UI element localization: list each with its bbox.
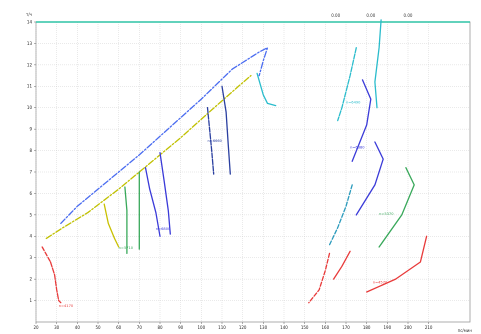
x-tick-label: 50 [95, 325, 101, 330]
annotation-label: n=6490 [346, 100, 361, 104]
series-line-15 [351, 79, 372, 162]
x-tick-label: 140 [280, 325, 288, 330]
y-tick-label: 4 [29, 234, 32, 239]
y-axis-unit-label: т/ч [26, 12, 32, 17]
series-line-16 [355, 141, 384, 216]
annotation-label: n=4570 [373, 280, 388, 284]
series-line-10 [159, 152, 171, 235]
series-line-9 [144, 167, 161, 237]
y-tick-label: 5 [29, 212, 32, 217]
series-line-14 [374, 19, 382, 109]
y-tick-label: 9 [29, 127, 32, 132]
x-tick-label: 90 [178, 325, 184, 330]
x-tick-label: 130 [260, 325, 268, 330]
x-axis-unit-label: пс/мин [458, 328, 473, 333]
y-tick-label: 10 [27, 105, 33, 110]
series-line-3 [256, 72, 277, 107]
x-tick-label: 200 [404, 325, 412, 330]
series-line-1 [60, 47, 269, 225]
series-line-5 [41, 246, 52, 263]
annotation-label: n=5370 [379, 212, 394, 216]
series-line-21 [366, 235, 428, 293]
y-tick-label: 8 [29, 148, 32, 153]
x-tick-label: 80 [157, 325, 163, 330]
series-line-13 [337, 47, 357, 122]
y-tick-label: 12 [27, 62, 33, 67]
x-tick-label: 110 [218, 325, 226, 330]
x-tick-label: 40 [75, 325, 81, 330]
annotation-label: n=6800 [156, 227, 171, 231]
series-line-2 [45, 74, 252, 240]
series-line-7 [124, 186, 128, 255]
y-tick-label: 7 [29, 169, 32, 174]
y-tick-label: 6 [29, 191, 32, 196]
series-line-12 [221, 85, 231, 175]
top-axis-label: 0.00 [366, 13, 375, 18]
x-tick-label: 70 [137, 325, 143, 330]
y-tick-label: 3 [29, 255, 32, 260]
y-tick-label: 2 [29, 277, 32, 282]
x-tick-label: 210 [425, 325, 433, 330]
series-line-19 [308, 252, 331, 304]
x-tick-label: 60 [116, 325, 122, 330]
y-tick-label: 11 [27, 84, 33, 89]
annotation-label: n=6380 [350, 145, 365, 149]
annotation-label: n=6660 [208, 139, 223, 143]
x-tick-label: 120 [239, 325, 247, 330]
series-line-4 [49, 261, 62, 304]
series-line-11 [206, 107, 215, 175]
x-tick-label: 160 [322, 325, 330, 330]
top-axis-label: 0.00 [331, 13, 340, 18]
y-tick-label: 1 [29, 298, 32, 303]
x-tick-label: 180 [363, 325, 371, 330]
series-line-17 [328, 184, 353, 246]
x-tick-label: 190 [384, 325, 392, 330]
y-tick-label: 13 [27, 41, 33, 46]
x-tick-label: 170 [342, 325, 350, 330]
x-tick-label: 30 [54, 325, 60, 330]
top-axis-label: 0.00 [404, 13, 413, 18]
x-tick-label: 100 [198, 325, 206, 330]
x-tick-label: 150 [301, 325, 309, 330]
annotation-label: n=4170 [59, 304, 74, 308]
series-line-18 [378, 167, 415, 248]
series-line-6 [103, 203, 120, 248]
series-line-20 [332, 250, 351, 280]
annotation-label: n=5710 [119, 246, 134, 250]
y-tick-label: 14 [27, 19, 33, 24]
x-tick-label: 20 [33, 325, 39, 330]
